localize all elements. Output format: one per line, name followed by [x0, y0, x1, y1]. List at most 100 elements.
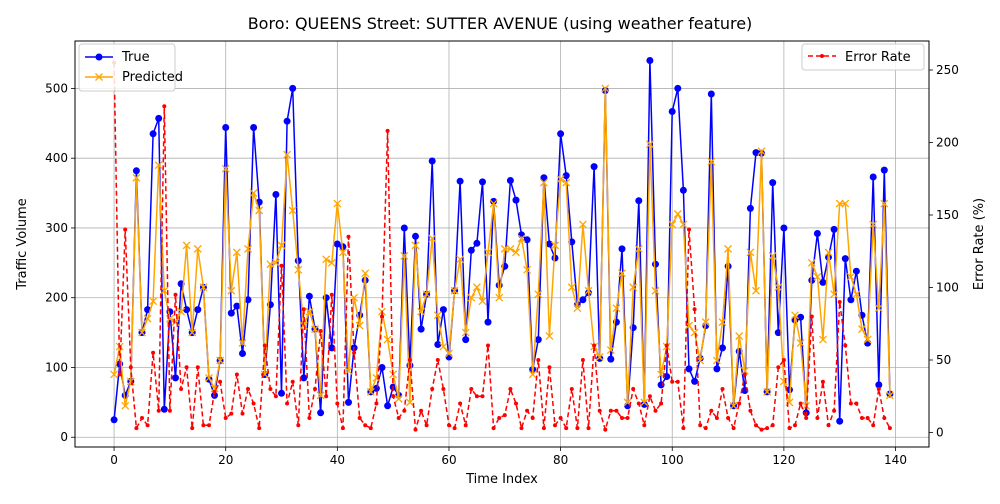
data-point [491, 426, 496, 431]
y2-tick-label: 50 [936, 353, 951, 367]
data-point [634, 244, 643, 253]
data-point [646, 57, 654, 64]
data-point [830, 290, 839, 299]
data-point [719, 344, 726, 352]
data-point [729, 401, 738, 410]
data-point [718, 318, 727, 327]
data-point [525, 408, 530, 413]
data-point [852, 267, 860, 275]
data-point [357, 416, 362, 420]
y-tick-label: 200 [45, 291, 68, 305]
data-point [239, 350, 246, 357]
data-point [110, 370, 119, 379]
data-point [562, 172, 570, 180]
data-point [511, 248, 520, 257]
data-point [780, 224, 788, 232]
data-point [846, 272, 855, 281]
data-point [863, 335, 872, 344]
data-point [126, 377, 135, 386]
data-point [564, 426, 569, 431]
data-point [774, 283, 783, 292]
data-point [424, 423, 429, 428]
series-error-rate [112, 60, 892, 433]
data-point [885, 391, 894, 400]
data-point [467, 293, 476, 302]
data-point [608, 408, 613, 413]
data-point [355, 321, 364, 330]
data-point [244, 296, 252, 304]
data-point [172, 374, 179, 382]
x-tick-label: 40 [330, 453, 345, 467]
data-point [324, 394, 329, 399]
data-point [670, 379, 675, 384]
data-point [433, 311, 442, 320]
data-point [742, 372, 747, 377]
data-point [607, 355, 615, 363]
data-point [651, 286, 660, 295]
data-point [278, 389, 285, 397]
data-point [435, 358, 440, 362]
data-point [255, 206, 264, 215]
data-point [848, 401, 853, 406]
data-point [629, 283, 638, 292]
data-point [383, 335, 392, 344]
data-point [277, 241, 286, 250]
data-point [188, 328, 197, 337]
data-point [322, 294, 330, 302]
data-point [338, 248, 347, 257]
data-point [328, 344, 336, 352]
data-point [681, 426, 686, 431]
data-point [748, 408, 753, 413]
series-true [110, 57, 894, 425]
data-point [858, 325, 866, 334]
data-point [450, 286, 459, 295]
data-point [173, 292, 178, 297]
data-point [512, 196, 520, 204]
data-point [735, 332, 744, 341]
data-point [154, 161, 163, 170]
data-point [227, 286, 236, 295]
data-point [262, 343, 267, 348]
data-point [294, 265, 303, 274]
data-point [307, 416, 312, 420]
data-point [843, 343, 848, 348]
data-point [405, 398, 414, 407]
data-point [818, 335, 827, 344]
data-point [807, 258, 816, 267]
data-point [841, 199, 850, 208]
data-point [478, 297, 487, 306]
data-point [765, 426, 770, 431]
data-point [447, 423, 451, 428]
data-point [384, 402, 392, 410]
data-point [396, 416, 401, 420]
data-point [160, 405, 168, 413]
data-point [698, 423, 703, 428]
data-point [869, 173, 877, 181]
y-tick-label: 300 [45, 221, 68, 235]
data-point [673, 210, 682, 218]
data-point [233, 302, 241, 310]
data-point [400, 224, 408, 232]
data-point [484, 248, 493, 257]
data-point [441, 387, 446, 391]
data-point [854, 401, 859, 406]
data-point [754, 423, 758, 428]
data-point [456, 177, 464, 185]
data-point [473, 239, 481, 247]
data-point [311, 325, 319, 334]
data-point [467, 246, 475, 254]
data-point [296, 423, 301, 428]
grid [75, 41, 929, 447]
data-point [497, 416, 502, 420]
x-tick-label: 20 [218, 453, 233, 467]
data-point [289, 84, 297, 92]
legend-predicted-marker [95, 73, 103, 81]
data-point [151, 350, 156, 355]
data-point [190, 426, 195, 431]
data-point [691, 377, 699, 385]
y2-tick-label: 200 [936, 136, 959, 150]
plot-frame [74, 40, 930, 448]
data-point [573, 304, 582, 313]
data-point [731, 426, 736, 431]
